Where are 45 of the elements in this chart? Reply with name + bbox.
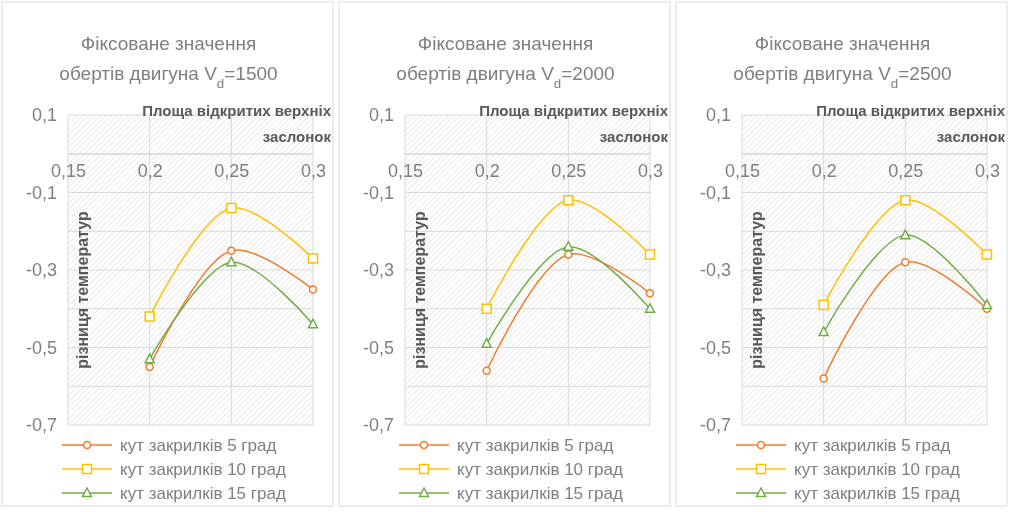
y-tick-label: -0,7 xyxy=(362,415,394,436)
x-tick-label: 0,2 xyxy=(811,160,837,181)
legend-label: кут закрилків 15 град xyxy=(120,484,286,503)
y-tick-label: -0,5 xyxy=(699,337,731,358)
y-tick-label: 0,1 xyxy=(705,105,731,126)
legend-label: кут закрилків 10 град xyxy=(457,460,623,479)
y-tick-label: -0,7 xyxy=(25,415,57,436)
legend-label: кут закрилків 5 град xyxy=(120,436,277,455)
legend-label: кут закрилків 10 град xyxy=(120,460,286,479)
legend-label: кут закрилків 5 град xyxy=(794,436,951,455)
x-tick-label: 0,15 xyxy=(387,160,424,181)
chart-title: Фіксоване значення обертів двигуна V$_{d}$=2500 xyxy=(733,33,952,91)
y-tick-label: 0,1 xyxy=(31,105,57,126)
x-tick-label: 0,25 xyxy=(214,160,250,181)
y-tick-label: -0,1 xyxy=(25,182,57,203)
x-tick-label: 0,25 xyxy=(551,160,587,181)
y-tick-label: -0,1 xyxy=(362,182,394,203)
x-tick-label: 0,3 xyxy=(637,160,664,181)
x-axis-title: Площа відкритих верхніх заслонок xyxy=(816,102,1006,145)
y-tick-label: -0,3 xyxy=(362,260,394,281)
y-axis-title: різниця температур xyxy=(748,210,765,369)
chart-title: Фіксоване значення обертів двигуна V$_{d}$=1500 xyxy=(59,33,278,91)
x-tick-label: 0,15 xyxy=(724,160,761,181)
x-axis-title: Площа відкритих верхніх заслонок xyxy=(142,102,332,145)
x-tick-label: 0,15 xyxy=(50,160,87,181)
legend-label: кут закрилків 15 град xyxy=(794,484,960,503)
y-tick-label: -0,7 xyxy=(699,415,731,436)
x-axis-title: Площа відкритих верхніх заслонок xyxy=(479,102,669,145)
x-tick-label: 0,2 xyxy=(474,160,500,181)
chart-title: Фіксоване значення обертів двигуна V$_{d}$=2000 xyxy=(396,33,615,91)
x-tick-label: 0,2 xyxy=(137,160,163,181)
y-axis-title: різниця температур xyxy=(411,210,428,369)
y-axis-title: різниця температур xyxy=(74,210,91,369)
y-tick-label: -0,5 xyxy=(362,337,394,358)
x-tick-label: 0,3 xyxy=(300,160,327,181)
x-tick-label: 0,3 xyxy=(974,160,1001,181)
y-tick-label: -0,5 xyxy=(25,337,57,358)
legend-label: кут закрилків 15 град xyxy=(457,484,623,503)
legend-label: кут закрилків 5 град xyxy=(457,436,614,455)
x-tick-label: 0,25 xyxy=(888,160,924,181)
legend-label: кут закрилків 10 град xyxy=(794,460,960,479)
y-tick-label: -0,3 xyxy=(25,260,57,281)
y-tick-label: 0,1 xyxy=(368,105,394,126)
y-tick-label: -0,1 xyxy=(699,182,731,203)
y-tick-label: -0,3 xyxy=(699,260,731,281)
